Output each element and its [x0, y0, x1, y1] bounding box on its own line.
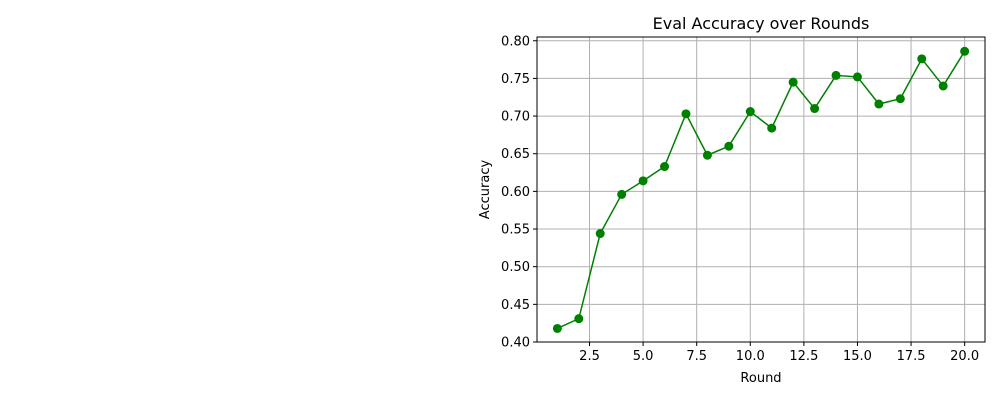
data-point — [595, 229, 605, 239]
x-tick-label: 2.5 — [579, 349, 600, 364]
x-tick-label: 10.0 — [736, 349, 765, 364]
x-tick-label: 15.0 — [843, 349, 872, 364]
x-tick-label: 12.5 — [789, 349, 818, 364]
series-layer — [552, 46, 970, 333]
data-point — [574, 314, 584, 324]
chart-title: Eval Accuracy over Rounds — [653, 14, 870, 33]
data-point — [767, 123, 777, 133]
x-tick-label: 17.5 — [897, 349, 926, 364]
y-tick-label: 0.65 — [501, 147, 530, 162]
ticks: 2.5 5.0 7.5 10.0 12.5 15.0 17.5 20.0 0.40 0.45 0.5… — [501, 34, 979, 364]
data-point — [874, 99, 884, 109]
y-tick-label: 0.40 — [501, 336, 530, 351]
data-point — [788, 77, 798, 87]
data-point — [745, 107, 755, 117]
y-tick-label: 0.45 — [501, 298, 530, 313]
y-tick-label: 0.75 — [501, 72, 530, 87]
y-tick-label: 0.50 — [501, 260, 530, 275]
data-point — [960, 46, 970, 56]
data-point — [702, 150, 712, 160]
data-point — [917, 54, 927, 64]
data-point — [831, 70, 841, 80]
grid — [537, 37, 985, 343]
x-tick-label: 5.0 — [633, 349, 654, 364]
data-point — [681, 109, 691, 119]
y-tick-label: 0.60 — [501, 185, 530, 200]
data-point — [810, 104, 820, 114]
y-tick-label: 0.55 — [501, 223, 530, 238]
x-tick-label: 7.5 — [686, 349, 707, 364]
data-point — [617, 189, 627, 199]
data-point — [552, 323, 562, 333]
y-tick-label: 0.70 — [501, 110, 530, 125]
data-point — [638, 176, 648, 186]
series-line — [557, 50, 966, 330]
data-point — [938, 81, 948, 91]
x-axis-label: Round — [740, 371, 781, 386]
data-point — [895, 94, 905, 104]
y-axis-label: Accuracy — [478, 160, 493, 220]
data-point — [724, 141, 734, 151]
x-tick-label: 20.0 — [950, 349, 979, 364]
plot-frame — [536, 36, 986, 343]
data-point — [660, 162, 670, 172]
y-tick-label: 0.80 — [501, 34, 530, 49]
data-point — [852, 72, 862, 82]
